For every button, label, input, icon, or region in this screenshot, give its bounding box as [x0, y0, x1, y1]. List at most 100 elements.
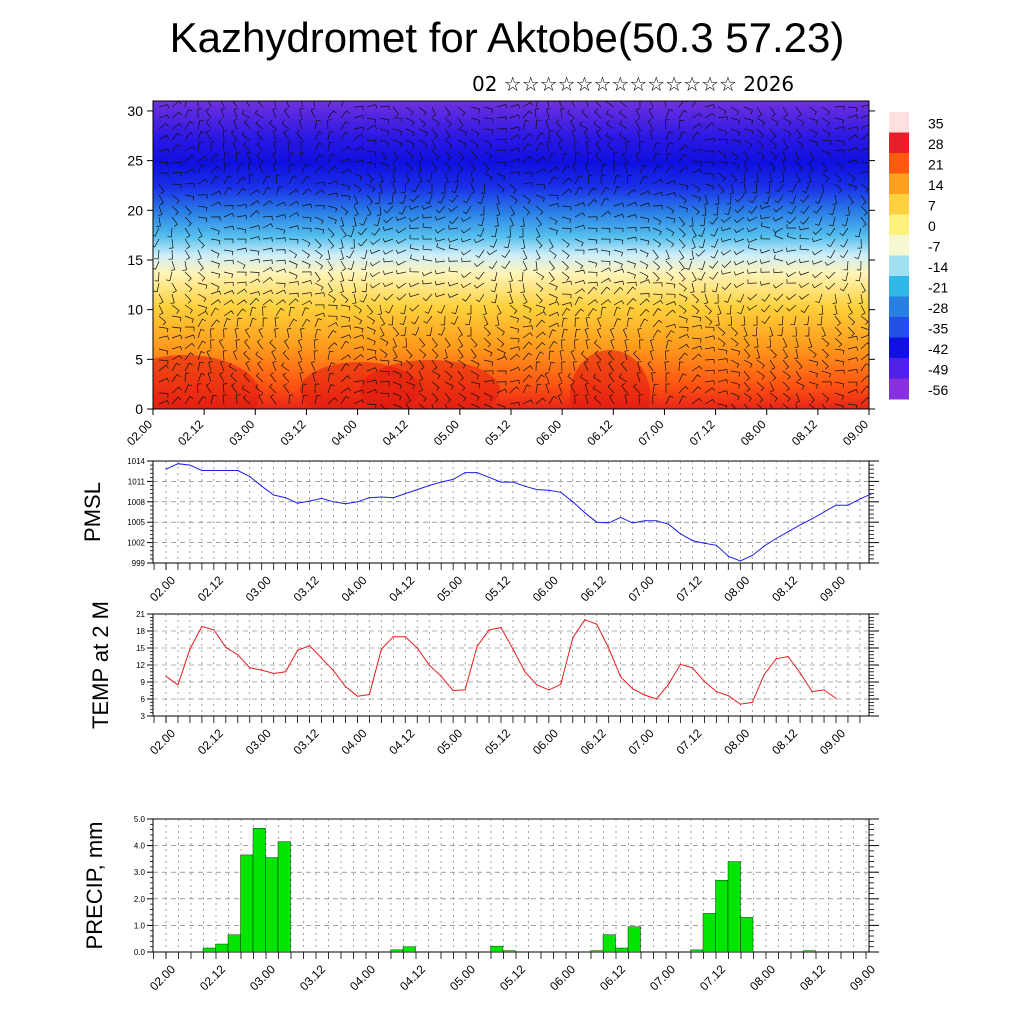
- wind-barb-68: [184, 238, 191, 250]
- wind-barb-189: [234, 327, 239, 339]
- wind-barb-1113: [665, 330, 675, 339]
- series-point-36: [596, 521, 598, 523]
- wind-barb-965: [600, 249, 611, 256]
- wind-barb-306: [283, 383, 290, 394]
- wind-barb-1413: [799, 245, 810, 251]
- wind-barb-238: [262, 259, 273, 264]
- wind-barb-406: [340, 260, 347, 272]
- wind-barb-1252: [730, 326, 739, 337]
- wind-barb-329: [300, 328, 305, 339]
- wind-barb-1170: [691, 345, 703, 351]
- wind-barb-525: [392, 337, 397, 349]
- series-point-25: [464, 471, 466, 474]
- wind-barb-183: [236, 271, 247, 277]
- wind-barb-518: [383, 257, 394, 263]
- wind-barb-1352: [774, 194, 784, 204]
- wind-barb-706: [483, 172, 493, 182]
- wind-barb-1149: [691, 112, 703, 119]
- wind-barb-1238: [730, 172, 738, 183]
- wind-barb-929: [586, 152, 592, 163]
- wind-barb-89: [197, 155, 208, 163]
- wind-barb-1317: [769, 117, 779, 126]
- wind-barb-622: [444, 172, 449, 184]
- wind-barb-1458: [834, 126, 846, 131]
- series-point-58: [859, 498, 861, 500]
- wind-barb-1064: [649, 101, 654, 108]
- wind-barb-163: [222, 350, 228, 361]
- wind-barb-1000: [613, 318, 622, 328]
- wind-barb-305: [282, 372, 290, 383]
- wind-barb-332: [297, 360, 303, 372]
- wind-barb-315: [301, 175, 311, 185]
- wind-barb-1349: [781, 161, 786, 172]
- wind-barb-304: [281, 362, 290, 372]
- wind-barb-388: [327, 362, 336, 372]
- colorbar-label: 0: [928, 218, 936, 234]
- wind-barb-334: [301, 383, 307, 394]
- wind-barb-501: [379, 381, 390, 386]
- wind-barb-653: [448, 205, 459, 212]
- wind-barb-1420: [804, 326, 810, 337]
- wind-barb-891: [559, 349, 564, 361]
- wind-barb-453: [366, 161, 377, 168]
- wind-barb-1046: [639, 216, 650, 223]
- x-tick-label: 06.00: [530, 573, 561, 604]
- series-point-44: [691, 667, 694, 669]
- wind-barb-1176: [704, 104, 716, 109]
- wind-barb-1501: [847, 293, 852, 305]
- wind-barb-322: [301, 260, 311, 269]
- wind-barb-889: [561, 328, 568, 339]
- wind-barb-1414: [799, 258, 810, 264]
- series-point-56: [835, 697, 837, 700]
- wind-barb-281: [284, 107, 290, 119]
- wind-barb-985: [613, 152, 618, 163]
- wind-barb-991: [613, 227, 624, 233]
- wind-barb-408: [339, 282, 344, 294]
- wind-barb-389: [327, 372, 334, 383]
- wind-barb-1534: [860, 342, 869, 350]
- wind-barb-702: [483, 128, 494, 135]
- wind-barb-272: [274, 317, 280, 328]
- wind-barb-299: [288, 306, 295, 317]
- wind-barb-882: [561, 260, 569, 271]
- wind-barb-1086: [650, 338, 655, 350]
- wind-barb-1261: [743, 117, 754, 125]
- wind-barb-616: [444, 106, 451, 117]
- wind-barb-1511: [847, 403, 858, 409]
- wind-barb-1098: [665, 165, 675, 174]
- wind-barb-63: [184, 182, 195, 188]
- x-tick-label: 04.12: [397, 962, 428, 993]
- wind-barb-56: [184, 101, 187, 108]
- wind-barb-205: [249, 200, 260, 207]
- wind-barb-85: [197, 108, 202, 118]
- wind-barb-782: [509, 386, 520, 394]
- wind-barb-1305: [747, 293, 758, 301]
- wind-barb-1459: [834, 139, 845, 146]
- wind-barb-204: [249, 189, 260, 196]
- wind-barb-841: [546, 107, 551, 119]
- wind-barb-546: [395, 260, 407, 266]
- wind-barb-1214: [709, 216, 719, 225]
- wind-barb-121: [210, 201, 222, 207]
- wind-barb-630: [435, 258, 446, 263]
- x-tick-label: 08.00: [721, 726, 752, 757]
- wind-barb-768: [504, 238, 511, 249]
- wind-barb-463: [361, 271, 368, 282]
- wind-barb-124: [210, 238, 221, 245]
- wind-barb-176: [236, 187, 247, 196]
- wind-barb-1057: [637, 327, 642, 339]
- wind-barb-1427: [808, 403, 816, 409]
- wind-barb-49: [171, 334, 183, 340]
- wind-barb-1440: [811, 237, 823, 243]
- wind-barb-857: [548, 293, 558, 302]
- wind-barb-1052: [639, 279, 651, 284]
- wind-barb-1035: [624, 393, 630, 405]
- wind-barb-1431: [821, 139, 832, 145]
- wind-barb-1381: [787, 205, 797, 215]
- wind-barb-937: [587, 248, 598, 253]
- wind-barb-1220: [711, 282, 719, 293]
- wind-barb-896: [571, 101, 576, 108]
- wind-barb-262: [275, 214, 287, 219]
- wind-barb-952: [594, 101, 602, 108]
- wind-barb-1067: [649, 129, 654, 141]
